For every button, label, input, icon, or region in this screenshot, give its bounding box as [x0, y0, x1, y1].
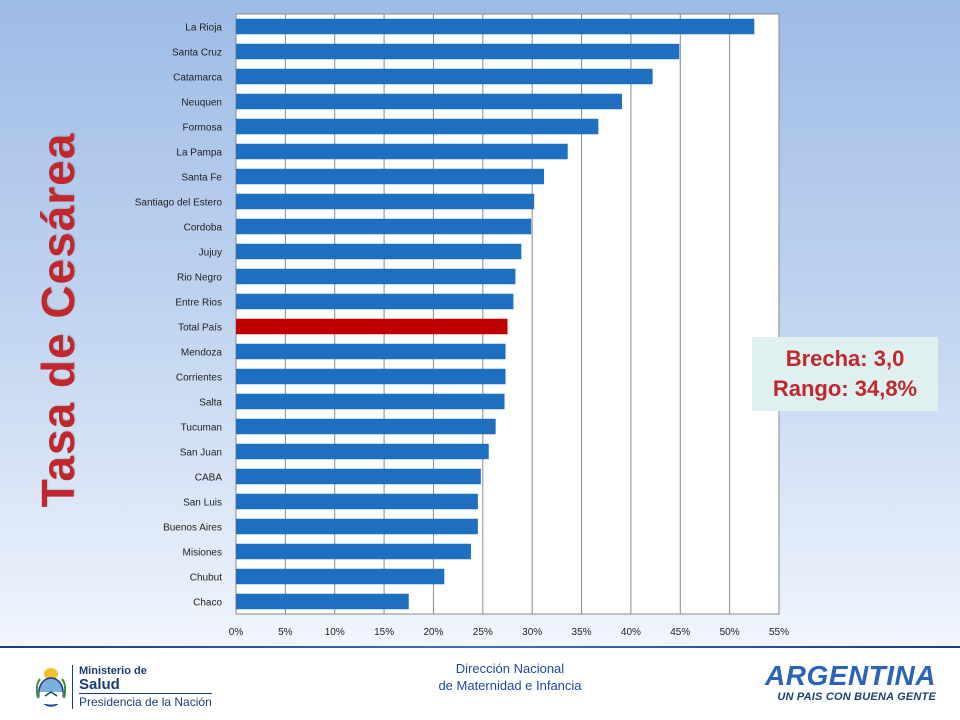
footer-divider: [0, 646, 960, 648]
x-tick-label: 15%: [374, 627, 394, 638]
bar: [236, 193, 535, 210]
plot-area: [235, 13, 780, 615]
x-tick-label: 5%: [278, 627, 293, 638]
ministry-label: Ministerio de: [79, 665, 147, 677]
stats-box: Brecha: 3,0 Rango: 34,8%: [752, 337, 938, 411]
category-label: CABA: [195, 473, 223, 484]
x-tick-label: 0%: [229, 627, 244, 638]
argentina-slogan: UN PAIS CON BUENA GENTE: [777, 691, 936, 703]
x-tick-label: 10%: [325, 627, 345, 638]
bar: [236, 68, 653, 85]
coat-of-arms-icon: [36, 668, 66, 707]
x-tick-label: 20%: [423, 627, 443, 638]
bar-total: [236, 318, 508, 335]
bar: [236, 243, 522, 260]
health-label: Salud: [79, 676, 120, 693]
x-tick-label: 40%: [621, 627, 641, 638]
category-label: San Juan: [180, 448, 222, 459]
direction-line2: de Maternidad e Infancia: [438, 678, 582, 693]
category-label: Corrientes: [176, 373, 222, 384]
gridlines: [235, 14, 780, 614]
category-label: Buenos Aires: [163, 523, 222, 534]
category-label: Misiones: [183, 548, 222, 559]
x-tick-label: 30%: [522, 627, 542, 638]
category-label: Tucuman: [181, 423, 222, 434]
bar: [236, 418, 496, 435]
bar: [236, 393, 505, 410]
category-label: San Luis: [183, 498, 222, 509]
category-label: La Rioja: [185, 23, 222, 34]
category-label: Santa Cruz: [172, 48, 222, 59]
argentina-wordmark: ARGENTINA: [765, 660, 936, 691]
bar: [236, 43, 680, 60]
x-tick-label: 25%: [473, 627, 493, 638]
category-label: Catamarca: [173, 73, 222, 84]
category-label: Cordoba: [184, 223, 223, 234]
category-labels: La Rioja Santa Cruz Catamarca Neuquen Formos…: [135, 23, 223, 609]
footer: Ministerio de Salud Presidencia de la Na…: [0, 648, 960, 720]
bar: [236, 568, 445, 585]
bar: [236, 293, 514, 310]
bar: [236, 118, 599, 135]
direction-line1: Dirección Nacional: [455, 661, 565, 676]
bar: [236, 168, 545, 185]
bar: [236, 93, 623, 110]
category-label: Formosa: [183, 123, 223, 134]
bar: [236, 518, 478, 535]
category-label: Chaco: [193, 598, 222, 609]
bar: [236, 143, 568, 160]
bar: [236, 218, 532, 235]
category-label: Total País: [178, 323, 222, 334]
gap-stat: Brecha: 3,0: [785, 346, 905, 371]
bar: [236, 368, 506, 385]
range-stat: Rango: 34,8%: [772, 376, 918, 401]
category-label: Chubut: [190, 573, 222, 584]
category-label: Mendoza: [181, 348, 223, 359]
bar: [236, 343, 506, 360]
bar: [236, 543, 471, 560]
x-tick-label: 45%: [670, 627, 690, 638]
bar: [236, 493, 478, 510]
bar-chart: La Rioja Santa Cruz Catamarca Neuquen Formos…: [135, 13, 789, 638]
bars: [236, 18, 755, 610]
x-tick-label: 35%: [572, 627, 592, 638]
direction-label: Dirección Nacional de Maternidad e Infan…: [380, 660, 640, 694]
x-tick-label: 50%: [720, 627, 740, 638]
category-label: La Pampa: [176, 148, 222, 159]
bar: [236, 443, 489, 460]
ministry-logo: Ministerio de Salud Presidencia de la Na…: [36, 662, 212, 712]
bar: [236, 468, 481, 485]
category-label: Santa Fe: [181, 173, 222, 184]
x-tick-label: 55%: [769, 627, 789, 638]
category-label: Jujuy: [199, 248, 222, 259]
bar: [236, 268, 516, 285]
category-label: Santiago del Estero: [135, 198, 223, 209]
presidency-label: Presidencia de la Nación: [79, 693, 212, 709]
category-label: Neuquen: [181, 98, 222, 109]
x-tick-labels: 0% 5% 10% 15% 20% 25% 30% 35% 40% 45% 50% 55%: [229, 627, 789, 638]
category-label: Salta: [199, 398, 222, 409]
argentina-logo: ARGENTINA UN PAIS CON BUENA GENTE: [760, 662, 936, 704]
category-label: Rio Negro: [177, 273, 222, 284]
bar: [236, 593, 409, 610]
category-label: Entre Rios: [175, 298, 222, 309]
bar: [236, 18, 755, 35]
